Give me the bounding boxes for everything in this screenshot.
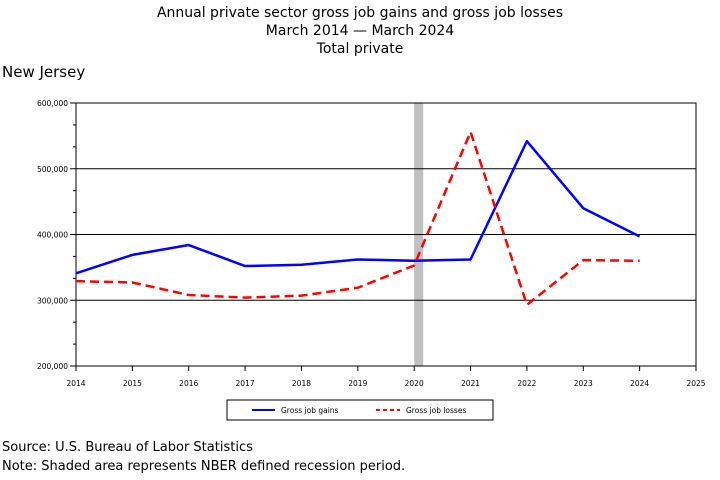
x-tick-label: 2021 [461,379,480,388]
x-tick-label: 2019 [348,379,367,388]
x-tick-label: 2017 [236,379,255,388]
x-tick-label: 2015 [123,379,142,388]
chart-subtitle: Total private [316,41,404,57]
line-chart: 200,000 300,000 400,000 500,000 600,000 2014 2… [37,99,706,421]
recession-note: Note: Shaded area represents NBER define… [2,459,406,474]
x-tick-label: 2023 [574,379,593,388]
y-tick-label: 500,000 [37,165,68,174]
x-tick-label: 2014 [66,379,85,388]
y-tick-label: 600,000 [37,99,68,108]
chart-date-range: March 2014 — March 2024 [265,23,455,39]
gross-job-gains-line [75,139,641,275]
x-tick-label: 2025 [686,379,705,388]
gross-job-losses-line [75,130,640,307]
legend-box [226,399,494,421]
region-label: New Jersey [2,63,86,81]
x-tick-label: 2018 [292,379,311,388]
x-tick-label: 2024 [630,379,649,388]
legend-label: Gross job gains [281,406,339,415]
y-tick-label: 300,000 [37,296,68,305]
y-tick-label: 200,000 [37,362,68,371]
x-tick-label: 2016 [179,379,198,388]
x-tick-label: 2022 [517,379,536,388]
x-tick-label: 2020 [405,379,424,388]
source-note: Source: U.S. Bureau of Labor Statistics [2,440,253,455]
y-tick-label: 400,000 [37,231,68,240]
legend-label: Gross job losses [406,406,466,415]
chart-title: Annual private sector gross job gains an… [156,5,564,21]
